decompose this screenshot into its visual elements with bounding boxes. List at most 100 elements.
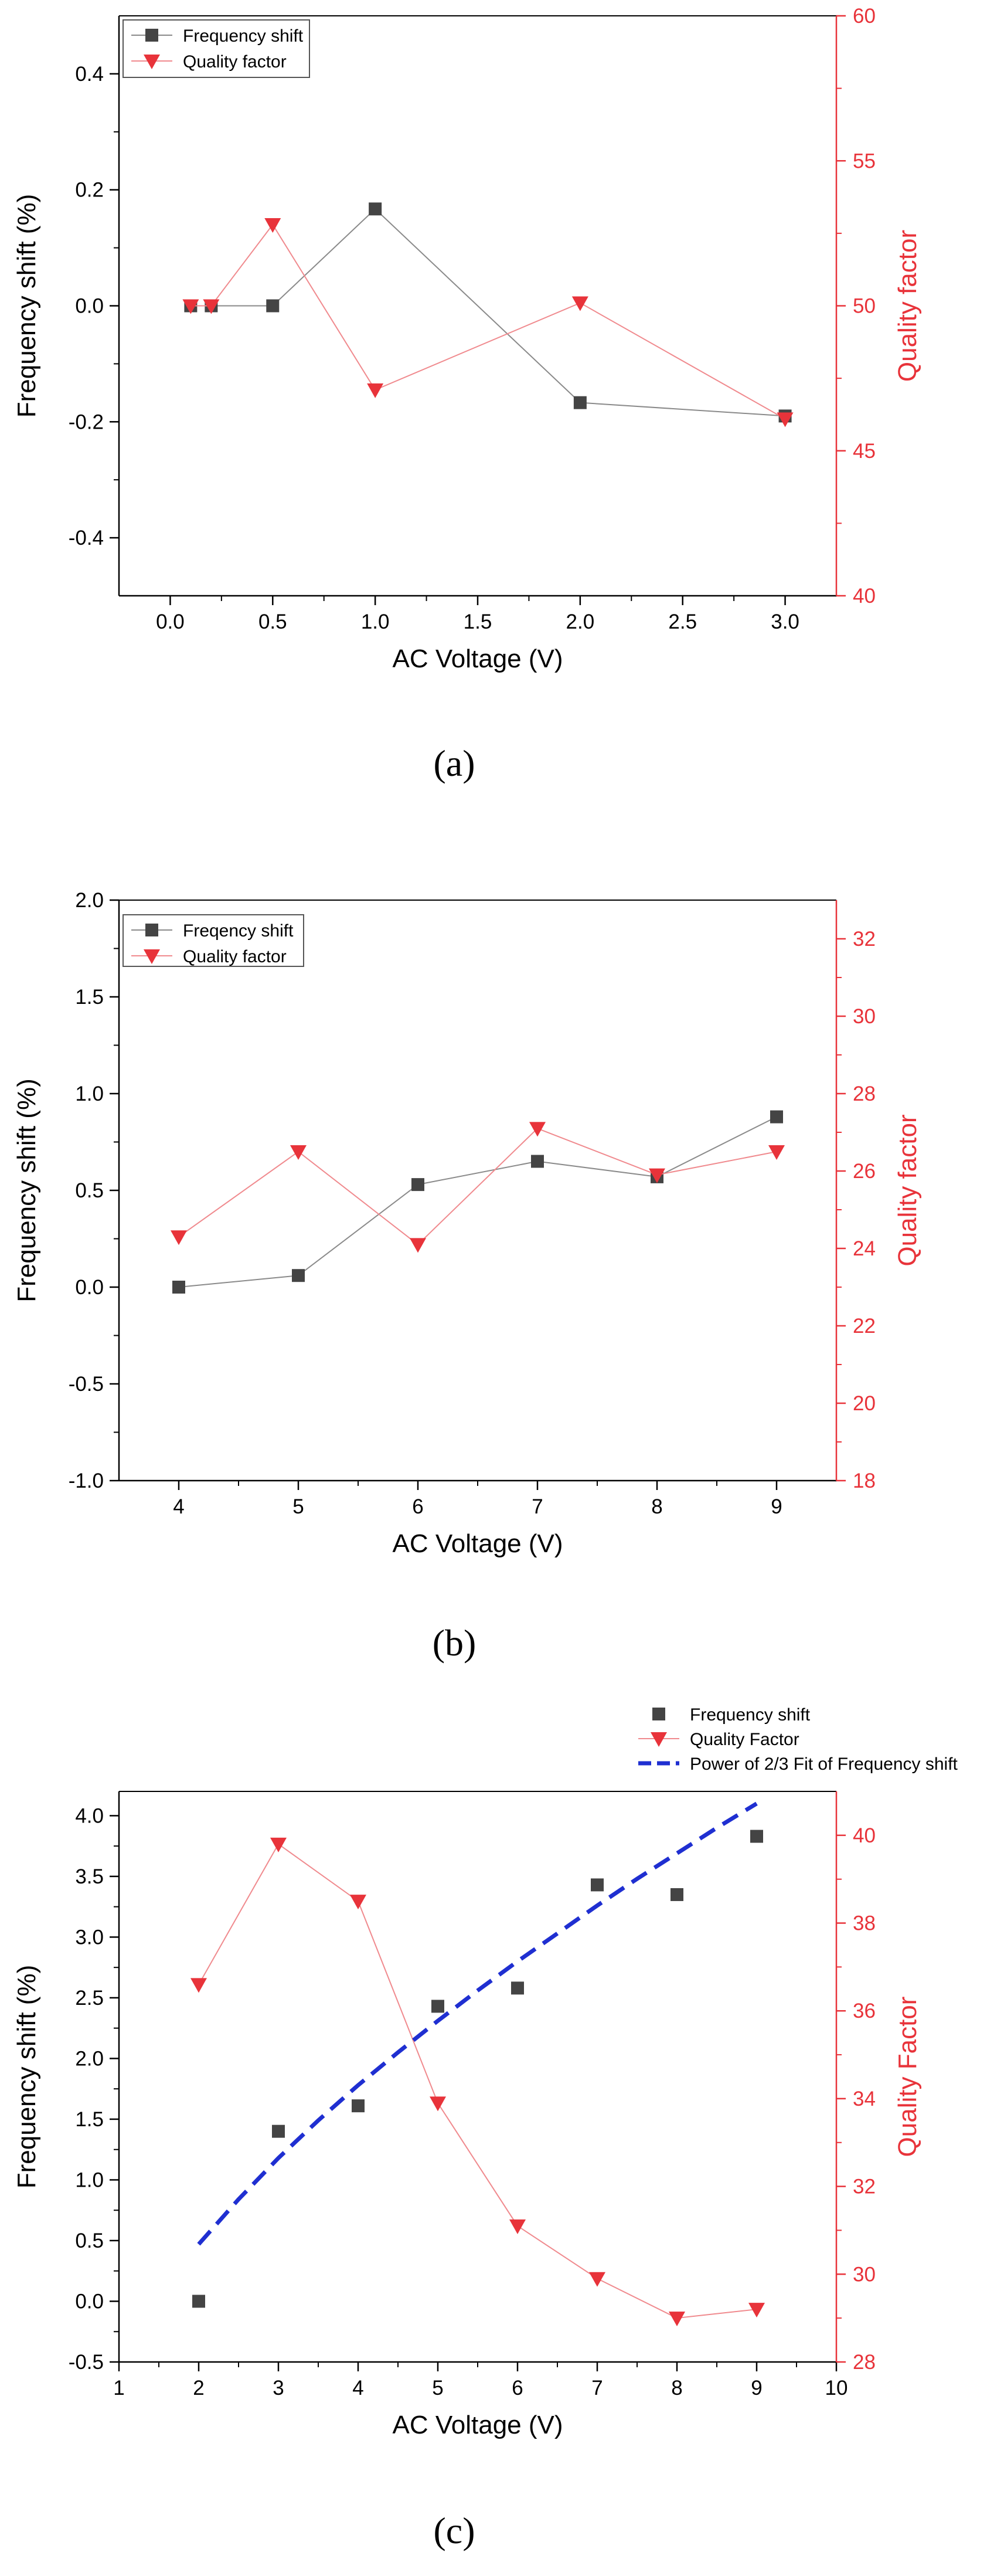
x-tick-label: 5 (292, 1495, 304, 1518)
x-tick-label: 9 (771, 1495, 782, 1518)
legend-label: Quality factor (183, 947, 287, 966)
x-tick-label: 7 (591, 2377, 603, 2399)
y-tick-label: 3.5 (75, 1865, 104, 1888)
panel-label: (b) (433, 1622, 477, 1664)
y-tick-label: -0.2 (69, 410, 104, 433)
y2-tick-label: 50 (853, 295, 876, 318)
x-axis-title: AC Voltage (V) (392, 2411, 563, 2439)
data-point-quality-factor (589, 2272, 605, 2287)
legend-swatch-frequency-shift (145, 29, 158, 42)
legend-label: Power of 2/3 Fit of Frequency shift (690, 1754, 958, 1774)
data-point-quality-factor (203, 299, 220, 314)
data-point-quality-factor (190, 1978, 207, 1993)
x-tick-label: 2.5 (668, 610, 697, 633)
y-tick-label: -1.0 (69, 1469, 104, 1492)
data-point-quality-factor (410, 1238, 426, 1253)
data-point-quality-factor (571, 296, 588, 311)
y2-tick-label: 45 (853, 440, 876, 463)
x-tick-label: 9 (751, 2377, 762, 2399)
data-point-quality-factor (529, 1122, 546, 1137)
y2-tick-label: 32 (853, 928, 876, 951)
chart-panel-a: 0.0 0.5 1.0 1.5 2.0 2.5 3.0 -0.4 -0.2 0.0 0.2 0.4 40… (12, 5, 922, 784)
y-tick-label: 2.0 (75, 889, 104, 912)
y2-tick-label: 40 (853, 585, 876, 607)
data-point-quality-factor (509, 2219, 526, 2234)
x-tick-label: 8 (651, 1495, 662, 1518)
x-tick-label: 5 (432, 2377, 443, 2399)
y2-tick-label: 36 (853, 2000, 876, 2022)
x-tick-label: 1 (113, 2377, 124, 2399)
y-tick-label: 2.0 (75, 2047, 104, 2070)
chart-panel-c: 1 2 3 4 5 6 7 8 9 10-0.50.00.51.01.52.02.53.03.54… (12, 1705, 958, 2551)
y-tick-label: 0.2 (75, 179, 104, 202)
series-line-quality-factor (190, 223, 786, 420)
data-point-quality-factor (171, 1230, 187, 1245)
x-tick-label: 0.5 (258, 610, 287, 633)
y-tick-label: 1.5 (75, 986, 104, 1009)
data-point-quality-factor (264, 218, 281, 233)
data-point-quality-factor (669, 2312, 685, 2327)
x-tick-label: 4 (173, 1495, 184, 1518)
y-tick-label: 1.0 (75, 2168, 104, 2191)
data-point-quality-factor (270, 1837, 287, 1852)
y-tick-label: 1.0 (75, 1082, 104, 1105)
data-point-quality-factor (649, 1168, 665, 1183)
legend-label: Frequency shift (183, 26, 304, 46)
y2-tick-label: 24 (853, 1237, 876, 1260)
data-point-quality-factor (182, 299, 199, 314)
y2-tick-label: 38 (853, 1912, 876, 1935)
legend-swatch-quality-factor (651, 1732, 667, 1747)
y2-tick-label: 34 (853, 2088, 876, 2110)
data-point-quality-factor (350, 1895, 366, 1910)
y-axis-title: Frequency shift (%) (12, 1078, 41, 1302)
legend-swatch-quality-factor (144, 55, 160, 69)
y2-axis-title: Quality Factor (893, 1997, 922, 2157)
y2-tick-label: 26 (853, 1160, 876, 1183)
y2-tick-label: 40 (853, 1824, 876, 1847)
y2-axis-title: Quality factor (893, 1114, 922, 1266)
x-tick-label: 6 (512, 2377, 523, 2399)
y2-tick-label: 28 (853, 2351, 876, 2374)
y-tick-label: 2.5 (75, 1987, 104, 2010)
x-tick-label: 8 (671, 2377, 682, 2399)
y-axis-title: Frequency shift (%) (12, 194, 41, 418)
legend-label: Quality factor (183, 52, 287, 72)
y-tick-label: -0.5 (69, 1373, 104, 1396)
x-tick-label: 3 (273, 2377, 284, 2399)
legend-swatch-frequency-shift (652, 1708, 665, 1720)
legend-label: Freqency shift (183, 921, 294, 941)
data-point-freqency-shift (292, 1269, 305, 1282)
y-tick-label: 0.0 (75, 2290, 104, 2313)
y-tick-label: 4.0 (75, 1804, 104, 1827)
y2-tick-label: 22 (853, 1315, 876, 1338)
y2-tick-label: 20 (853, 1392, 876, 1415)
legend-box (122, 19, 310, 78)
panel-label: (c) (433, 2510, 475, 2551)
data-point-frequency-shift (511, 1981, 524, 1995)
chart-panel-b: 4 5 6 7 8 9 -1.0 -0.5 0.0 0.5 1.0 1.5 2.0 18 20 22 24 26 2… (12, 889, 922, 1664)
series-line-quality-factor (198, 1843, 757, 2319)
data-point-quality-factor (430, 2096, 446, 2112)
data-point-frequency-shift (369, 202, 382, 216)
data-point-frequency-shift (591, 1878, 604, 1892)
y2-tick-label: 28 (853, 1082, 876, 1105)
x-tick-label: 4 (352, 2377, 363, 2399)
data-point-freqency-shift (770, 1110, 783, 1124)
data-point-freqency-shift (172, 1281, 185, 1294)
data-point-frequency-shift (352, 2099, 365, 2113)
y2-axis-title: Quality factor (893, 230, 922, 382)
legend-box (122, 914, 304, 967)
data-point-frequency-shift (192, 2295, 205, 2308)
data-point-quality-factor (290, 1145, 307, 1160)
y-tick-label: 0.0 (75, 295, 104, 318)
data-point-frequency-shift (750, 1830, 763, 1843)
panel-label: (a) (433, 742, 475, 784)
x-tick-label: 6 (412, 1495, 423, 1518)
y2-tick-label: 55 (853, 150, 876, 172)
data-point-frequency-shift (272, 2124, 285, 2138)
data-point-frequency-shift (671, 1888, 683, 1901)
y2-tick-label: 32 (853, 2175, 876, 2198)
x-tick-label: 7 (532, 1495, 543, 1518)
y-axis-title: Frequency shift (%) (12, 1965, 41, 2188)
legend-label: Quality Factor (690, 1730, 799, 1749)
